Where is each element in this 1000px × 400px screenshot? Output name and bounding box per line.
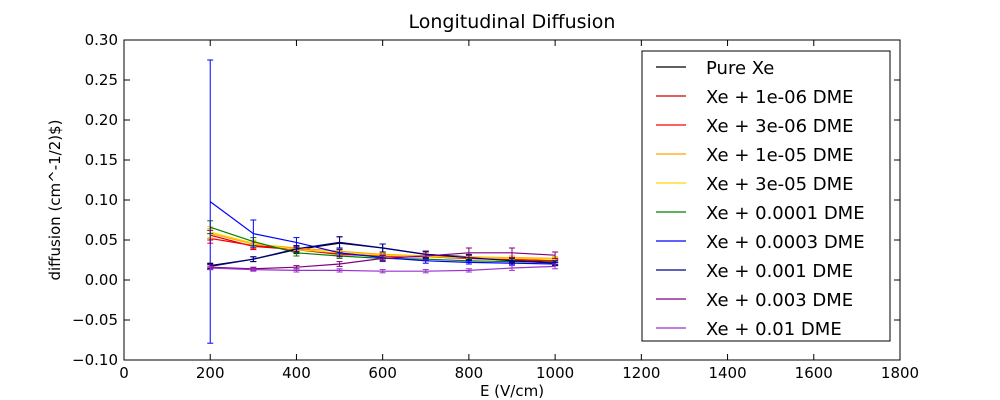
- series-9: [207, 263, 559, 274]
- x-tick-label: 1200: [622, 364, 660, 382]
- y-tick-label: 0.15: [85, 151, 118, 169]
- x-tick-label: 1800: [881, 364, 919, 382]
- y-tick-label: −0.10: [72, 351, 118, 369]
- plot-frame: [123, 39, 901, 361]
- legend-label: Xe + 3e-06 DME: [706, 116, 854, 137]
- x-tick-label: 1600: [795, 364, 833, 382]
- x-tick-label: 400: [282, 364, 311, 382]
- legend-label: Xe + 1e-05 DME: [706, 145, 854, 166]
- y-tick-label: 0.00: [85, 271, 118, 289]
- x-tick-label: 1000: [536, 364, 574, 382]
- y-tick-label: 0.10: [85, 191, 118, 209]
- legend-label: Xe + 0.0001 DME: [706, 203, 865, 224]
- legend-label: Xe + 1e-06 DME: [706, 87, 854, 108]
- y-tick-label: −0.05: [72, 311, 118, 329]
- series-7: [207, 236, 559, 270]
- legend-label: Xe + 0.003 DME: [706, 290, 853, 311]
- chart-title: Longitudinal Diffusion: [409, 11, 616, 33]
- y-axis-ticks: −0.10 −0.05 0.00 0.05 0.10 0.15 0.20 0.25 0.30: [72, 31, 900, 369]
- series-layer: [207, 59, 559, 344]
- legend-label: Xe + 3e-05 DME: [706, 174, 854, 195]
- x-axis-label: E (V/cm): [480, 382, 544, 400]
- y-axis-label: diffusion (cm^-1/2)$): [46, 119, 64, 280]
- x-axis-ticks: 0 200 400 600 800 1000 1200 1400 1600 1800: [119, 40, 919, 382]
- x-tick-label: 1400: [708, 364, 746, 382]
- y-tick-label: 0.30: [85, 31, 118, 49]
- y-tick-label: 0.05: [85, 231, 118, 249]
- legend-label: Xe + 0.01 DME: [706, 319, 842, 340]
- x-tick-label: 800: [455, 364, 484, 382]
- x-tick-label: 600: [368, 364, 397, 382]
- legend-label: Pure Xe: [706, 58, 774, 79]
- legend-box: [641, 50, 891, 342]
- x-tick-label: 200: [196, 364, 225, 382]
- y-tick-label: 0.20: [85, 111, 118, 129]
- legend-label: Xe + 0.0003 DME: [706, 232, 865, 253]
- legend-label: Xe + 0.001 DME: [706, 261, 853, 282]
- x-tick-label: 0: [119, 364, 129, 382]
- legend: Pure Xe Xe + 1e-06 DME Xe + 3e-06 DME Xe + …: [641, 50, 891, 342]
- y-tick-label: 0.25: [85, 71, 118, 89]
